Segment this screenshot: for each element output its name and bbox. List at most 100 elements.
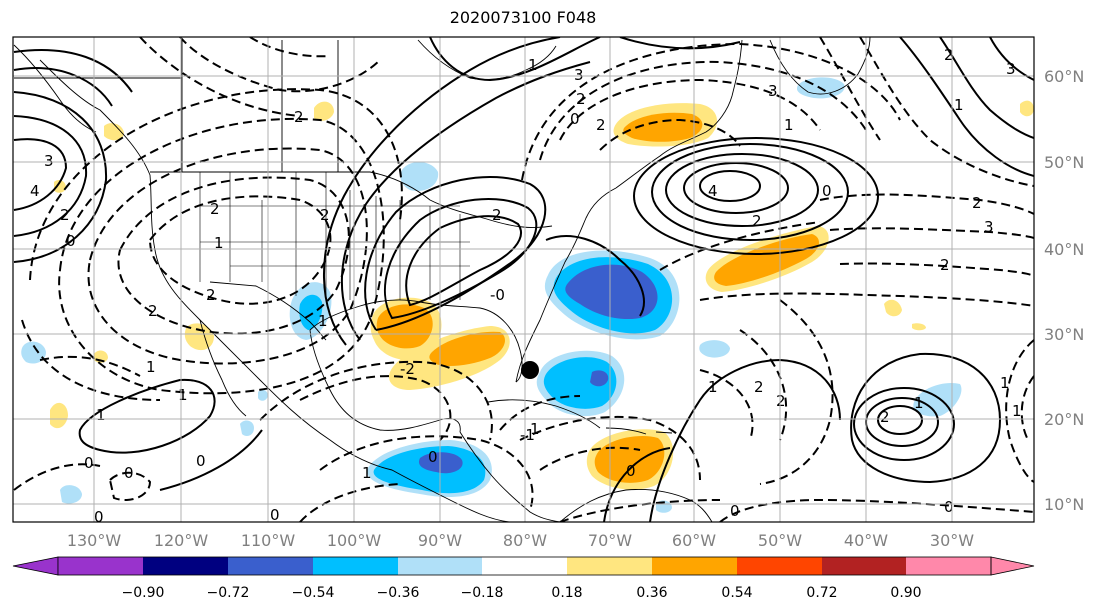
contour-label: 2 [294, 108, 304, 126]
map-frame [12, 36, 1035, 523]
colorbar-bin-3 [228, 557, 313, 575]
contour-label: 1 [528, 56, 538, 74]
contour-dash-gulf-4 [299, 483, 401, 522]
lon-label-110w: 110°W [241, 531, 296, 550]
lon-label-60w: 60°W [672, 531, 716, 550]
contour-label: 0 [570, 110, 580, 128]
contour-label: 3 [768, 82, 778, 100]
contour-label: 0 [124, 464, 134, 482]
border-us-canada [150, 171, 553, 229]
contour-label: 2 [320, 206, 330, 224]
shade-yellow-4 [50, 402, 68, 429]
shade-blue-greatlakes [400, 161, 439, 192]
shade-yellow-6 [884, 299, 902, 317]
contour-dash-north-1 [179, 37, 381, 93]
lon-label-100w: 100°W [327, 531, 382, 550]
colorbar-extend-high [990, 556, 1035, 576]
contour-dash-north-3 [249, 37, 331, 58]
dashed-contours [13, 37, 1034, 522]
contour-label: 0 [730, 502, 740, 520]
contour-ridge-2 [383, 197, 538, 320]
contour-dash-atl-8 [699, 369, 754, 441]
colorbar-tick-label: 0.90 [890, 585, 921, 601]
contour-dash-ne-2 [819, 37, 881, 141]
shade-blue-pacific-3 [240, 420, 254, 436]
contour-label: 1 [954, 96, 964, 114]
map-title: 2020073100 F048 [449, 8, 597, 27]
contour-label: 1 [318, 312, 328, 330]
coast-us-east [515, 187, 617, 383]
contour-dash-west-1 [148, 195, 332, 305]
contour-label: 0 [66, 232, 76, 250]
colorbar-tick-label: −0.36 [377, 585, 420, 601]
shade-blue-caribbean-inner [590, 370, 609, 387]
lat-label-60n: 60°N [1044, 67, 1084, 86]
contour-label: 2 [776, 392, 786, 410]
contour-high-b4 [850, 352, 1002, 484]
lon-label-70w: 70°W [588, 531, 632, 550]
colorbar-bin-1 [58, 557, 143, 575]
contour-dash-atl-2 [829, 227, 1034, 239]
colorbar-tick-label: 0.36 [636, 585, 667, 601]
shade-yellow-1 [314, 101, 334, 121]
contour-dash-west-6 [21, 319, 161, 401]
contour-label: 2 [940, 256, 950, 274]
colorbar-tick-label: −0.54 [292, 585, 335, 601]
shaded-fields [21, 77, 1034, 513]
border-us-mexico [209, 281, 327, 341]
coast-centralamerica [459, 431, 561, 522]
contour-dash-east-1 [1005, 339, 1034, 483]
colorbar-bin-7 [567, 557, 652, 575]
lat-label-10n: 10°N [1044, 495, 1084, 514]
contour-dash-ca-2 [539, 60, 867, 161]
contour-lab-1 [429, 37, 601, 82]
contour-high-a5 [633, 137, 879, 255]
contour-label: 1 [530, 420, 540, 438]
contour-dash-gulf-2 [259, 360, 493, 441]
colorbar-tick-label: 0.54 [721, 585, 752, 601]
contour-label: 1 [784, 116, 794, 134]
shade-blue-caribbean-mid [543, 357, 617, 409]
contour-label: 3 [44, 152, 54, 170]
shade-blue-pacific-2 [60, 485, 82, 504]
shade-yellow-8 [54, 180, 66, 193]
colorbar-bin-5 [398, 557, 482, 575]
contour-dash-atl-3 [839, 262, 1034, 277]
contour-label: 1 [96, 406, 106, 424]
colorbar-bin-6 [482, 557, 567, 575]
contour-label: 0 [822, 182, 832, 200]
contour-dash-pac-2 [108, 471, 152, 501]
coast-pacific-northamerica [39, 59, 511, 522]
latitude-labels: 60°N 50°N 40°N 30°N 20°N 10°N [1044, 67, 1084, 514]
contour-dash-ca-4 [599, 118, 741, 151]
coast-alaska [13, 44, 97, 133]
contour-label: 2 [972, 194, 982, 212]
contour-label: 0 [428, 448, 438, 466]
lat-label-50n: 50°N [1044, 153, 1084, 172]
contour-label: 3 [1006, 60, 1016, 78]
contour-label: 2 [206, 286, 216, 304]
contour-label: 1 [1012, 402, 1022, 420]
colorbar-bin-2 [143, 557, 228, 575]
contour-ridge-4 [340, 61, 591, 341]
contour-dash-atl-5 [659, 221, 821, 271]
contour-dash-atl-4 [699, 292, 1034, 307]
contour-label: 1 [178, 386, 188, 404]
contour-label: 0 [84, 454, 94, 472]
contour-label: 2 [754, 378, 764, 396]
contour-dash-ca-3 [521, 42, 901, 181]
contour-label: 2 [210, 200, 220, 218]
contour-high-a4 [651, 143, 849, 241]
shade-blue-midatlantic [699, 340, 730, 358]
shade-orange-atlantic-band [714, 234, 819, 286]
lon-label-130w: 130°W [67, 531, 122, 550]
lat-label-20n: 20°N [1044, 410, 1084, 429]
contour-high-b1 [877, 405, 923, 435]
shade-blue-spot-1 [258, 389, 268, 401]
longitude-labels: 130°W 120°W 110°W 100°W 90°W 80°W 70°W 6… [67, 531, 974, 550]
contour-label: 1 [362, 464, 372, 482]
contour-dash-west-3 [87, 147, 368, 365]
solid-contours [13, 37, 1034, 522]
contour-high-a3 [665, 153, 819, 227]
